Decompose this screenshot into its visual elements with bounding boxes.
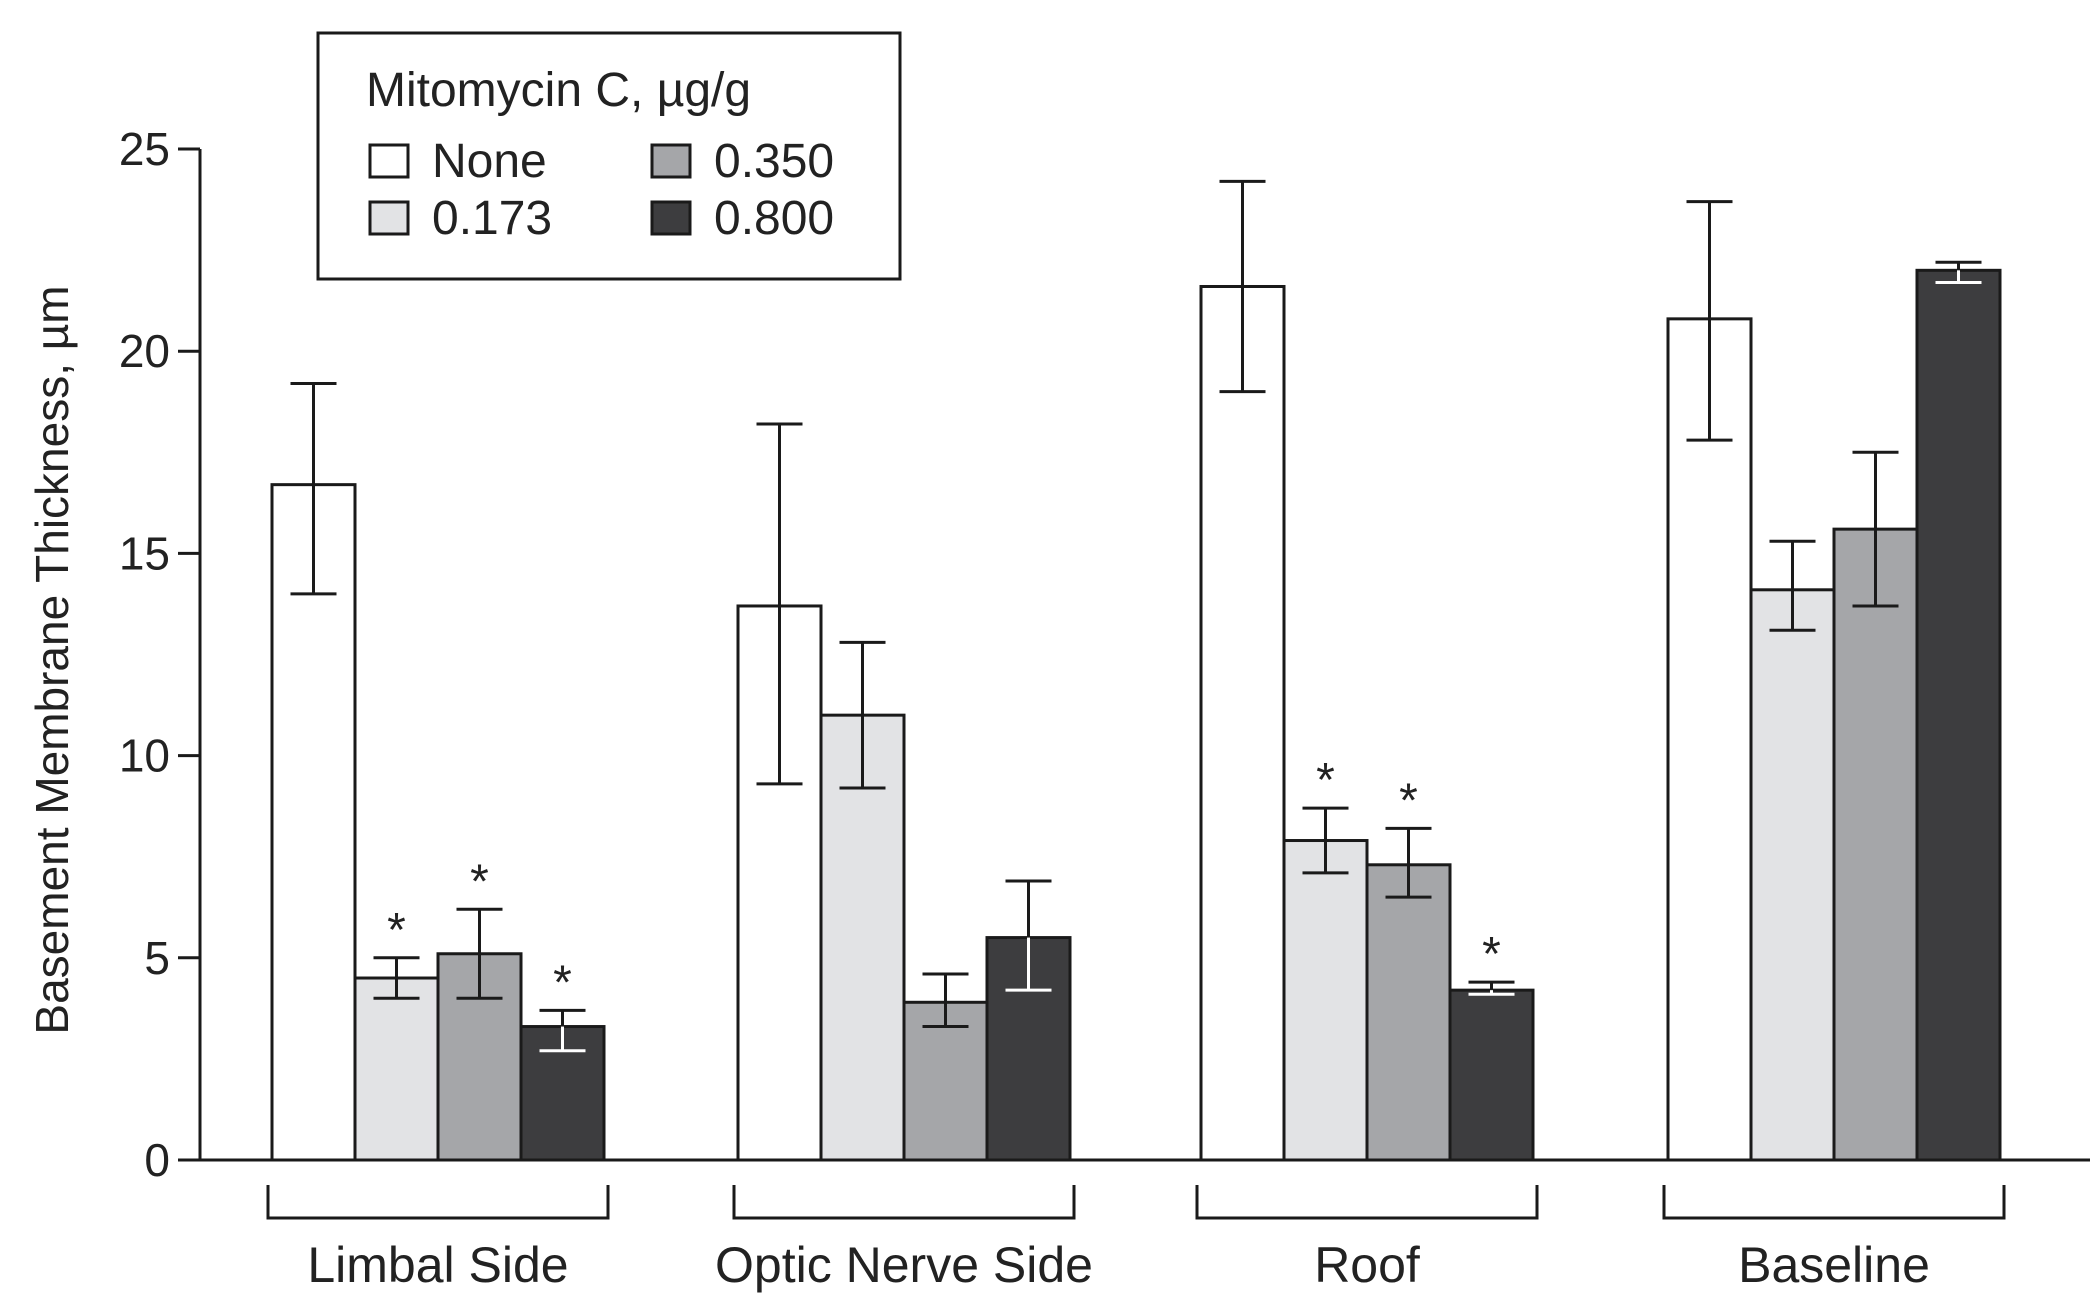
legend-swatch — [368, 143, 410, 179]
bar — [353, 976, 440, 1162]
bar — [270, 483, 357, 1162]
significance-star: * — [387, 904, 406, 957]
legend-label: 0.800 — [714, 192, 834, 245]
x-category-label: Limbal Side — [307, 1237, 568, 1293]
y-tick-label: 10 — [119, 730, 170, 782]
y-tick-label: 15 — [119, 527, 170, 579]
significance-layer: * * * * * * — [387, 754, 1501, 1009]
category-bracket — [732, 1185, 1076, 1220]
x-category-label: Roof — [1314, 1237, 1420, 1293]
legend-title: Mitomycin C, µg/g — [366, 64, 751, 117]
error-bars-layer — [290, 179, 1982, 1053]
significance-star: * — [1482, 928, 1501, 981]
bar — [1448, 988, 1535, 1162]
x-category-label: Baseline — [1738, 1237, 1930, 1293]
bar — [1832, 527, 1919, 1162]
bar — [1749, 588, 1836, 1162]
category-bracket — [1662, 1185, 2006, 1220]
significance-star: * — [553, 956, 572, 1009]
legend-label: 0.173 — [432, 192, 552, 245]
y-axis-label: Basement Membrane Thickness, µm — [26, 285, 78, 1034]
bar — [1915, 268, 2002, 1162]
legend-swatch — [368, 200, 410, 236]
legend-swatch — [650, 143, 692, 179]
legend-label: None — [432, 135, 547, 188]
y-tick-label: 5 — [144, 932, 170, 984]
category-bracket — [266, 1185, 610, 1220]
legend-label: 0.350 — [714, 135, 834, 188]
category-brackets-layer: Limbal Side Optic Nerve Side Roof Baseline — [266, 1185, 2006, 1293]
bar — [1365, 863, 1452, 1162]
bar — [1199, 284, 1286, 1162]
legend-box — [316, 31, 902, 281]
y-tick-label: 25 — [119, 123, 170, 175]
significance-star: * — [470, 855, 489, 908]
bar — [902, 1000, 989, 1162]
bar — [1282, 839, 1369, 1162]
significance-star: * — [1316, 754, 1335, 807]
category-bracket — [1195, 1185, 1539, 1220]
x-category-label: Optic Nerve Side — [715, 1237, 1093, 1293]
bar — [1666, 317, 1753, 1162]
legend-swatch — [650, 200, 692, 236]
significance-star: * — [1399, 774, 1418, 827]
y-tick-label: 0 — [144, 1134, 170, 1186]
y-tick-label: 20 — [119, 325, 170, 377]
